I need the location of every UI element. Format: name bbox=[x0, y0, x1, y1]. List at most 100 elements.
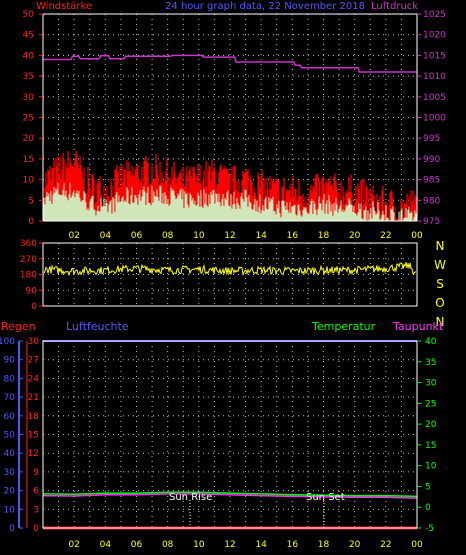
direction-panel-data bbox=[43, 262, 417, 277]
humidity-label: Luftfeuchte bbox=[66, 320, 129, 333]
wind-time-label: 12 bbox=[224, 231, 235, 241]
humidity-tick-label: 70 bbox=[4, 393, 16, 403]
pressure-tick-label: 1005 bbox=[423, 93, 446, 103]
wind-time-label: 18 bbox=[318, 231, 330, 241]
wind-strength-label: Windstärke bbox=[36, 1, 92, 12]
direction-panel-grid bbox=[43, 243, 417, 306]
rain-label: Regen bbox=[1, 320, 36, 333]
sunset-label: Sun Set bbox=[306, 492, 345, 503]
wind-tick-label: 35 bbox=[23, 72, 34, 82]
temperature-tick-label: 0 bbox=[425, 503, 431, 513]
wind-time-label: 08 bbox=[162, 231, 174, 241]
temperature-tick-label: 40 bbox=[425, 337, 437, 347]
wind-tick-label: 0 bbox=[28, 217, 34, 227]
humidity-tick-label: 100 bbox=[0, 337, 15, 347]
rain-tick-label: 21 bbox=[28, 393, 39, 403]
rain-tick-label: 12 bbox=[28, 449, 39, 459]
rain-tick-label: 24 bbox=[28, 374, 40, 384]
wind-tick-label: 5 bbox=[28, 196, 34, 206]
wind-time-label: 10 bbox=[193, 231, 205, 241]
climate-time-label: 16 bbox=[287, 540, 299, 550]
wind-time-label: 22 bbox=[380, 231, 391, 241]
climate-time-label: 18 bbox=[318, 540, 330, 550]
pressure-tick-label: 1000 bbox=[423, 114, 446, 124]
climate-time-label: 04 bbox=[100, 540, 112, 550]
temperature-tick-label: 25 bbox=[425, 399, 436, 409]
dewpoint-label: Taupunkt bbox=[392, 320, 444, 333]
direction-panel-axes: 0 90 180 270 360 bbox=[20, 239, 43, 312]
humidity-tick-label: 10 bbox=[4, 505, 16, 515]
pressure-tick-label: 995 bbox=[423, 134, 440, 144]
temperature-tick-label: 15 bbox=[425, 441, 436, 451]
chart-title: 24 hour graph data, 22 November 2018 bbox=[165, 1, 365, 12]
wind-tick-label: 15 bbox=[23, 155, 34, 165]
climate-time-label: 02 bbox=[68, 540, 79, 550]
compass-label: N bbox=[436, 315, 445, 329]
humidity-tick-label: 90 bbox=[4, 356, 16, 366]
pressure-tick-label: 990 bbox=[423, 155, 440, 165]
temperature-tick-label: 35 bbox=[425, 358, 436, 368]
pressure-tick-label: 1025 bbox=[423, 10, 446, 20]
pressure-tick-label: 1020 bbox=[423, 31, 446, 41]
rain-tick-label: 15 bbox=[28, 431, 39, 441]
wind-pressure-panel: 0510152025303540455097598098599099510001… bbox=[23, 10, 447, 241]
pressure-tick-label: 980 bbox=[423, 196, 440, 206]
climate-time-label: 12 bbox=[224, 540, 235, 550]
compass-label: N bbox=[436, 239, 445, 253]
rain-tick-label: 30 bbox=[28, 337, 40, 347]
temperature-tick-label: 30 bbox=[425, 379, 437, 389]
rain-tick-label: 18 bbox=[28, 412, 40, 422]
temperature-tick-label: 10 bbox=[425, 462, 437, 472]
pressure-tick-label: 1010 bbox=[423, 72, 446, 82]
wind-time-label: 06 bbox=[131, 231, 143, 241]
humidity-tick-label: 60 bbox=[4, 412, 16, 422]
compass-label: S bbox=[436, 277, 444, 291]
climate-time-label: 06 bbox=[131, 540, 143, 550]
wind-time-label: 20 bbox=[349, 231, 361, 241]
rain-tick-label: 3 bbox=[33, 505, 39, 515]
climate-time-label: 10 bbox=[193, 540, 205, 550]
wind-direction-line bbox=[43, 262, 417, 277]
temperature-tick-label: 5 bbox=[425, 482, 431, 492]
wind-tick-label: 50 bbox=[23, 10, 35, 20]
humidity-tick-label: 40 bbox=[4, 449, 16, 459]
wind-tick-label: 45 bbox=[23, 31, 34, 41]
pressure-tick-label: 1015 bbox=[423, 51, 446, 61]
sunrise-label: Sun Rise bbox=[169, 492, 212, 503]
temperature-label: Temperatur bbox=[311, 320, 376, 333]
pressure-tick-label: 975 bbox=[423, 217, 440, 227]
direction-tick-label: 0 bbox=[31, 302, 37, 312]
wind-time-label: 16 bbox=[287, 231, 299, 241]
wind-time-label: 00 bbox=[411, 231, 423, 241]
temperature-line bbox=[42, 491, 418, 498]
temperature-humidity-panel: 0102030405060708090100036912151821242730… bbox=[0, 337, 437, 550]
wind-tick-label: 25 bbox=[23, 114, 34, 124]
rain-tick-label: 27 bbox=[28, 356, 39, 366]
climate-panel-frame bbox=[42, 340, 418, 529]
rain-tick-label: 9 bbox=[33, 468, 39, 478]
climate-time-label: 08 bbox=[162, 540, 174, 550]
climate-time-label: 22 bbox=[380, 540, 391, 550]
wind-time-label: 02 bbox=[68, 231, 79, 241]
wind-time-label: 14 bbox=[255, 231, 267, 241]
pressure-tick-label: 985 bbox=[423, 176, 440, 186]
humidity-tick-label: 50 bbox=[4, 431, 16, 441]
compass-label: W bbox=[434, 258, 446, 272]
humidity-tick-label: 30 bbox=[4, 468, 16, 478]
wind-tick-label: 30 bbox=[23, 93, 35, 103]
wind-tick-label: 20 bbox=[23, 134, 35, 144]
pressure-label: Luftdruck bbox=[371, 1, 418, 12]
wind-panel-data bbox=[43, 54, 417, 221]
climate-panel-axes: 0102030405060708090100036912151821242730… bbox=[0, 337, 437, 550]
wind-tick-label: 10 bbox=[23, 176, 35, 186]
compass-label: O bbox=[435, 296, 444, 310]
rain-tick-label: 0 bbox=[33, 524, 39, 534]
direction-tick-label: 90 bbox=[26, 286, 38, 296]
wind-tick-label: 40 bbox=[23, 51, 35, 61]
wind-time-label: 04 bbox=[100, 231, 112, 241]
temperature-tick-label: 20 bbox=[425, 420, 437, 430]
